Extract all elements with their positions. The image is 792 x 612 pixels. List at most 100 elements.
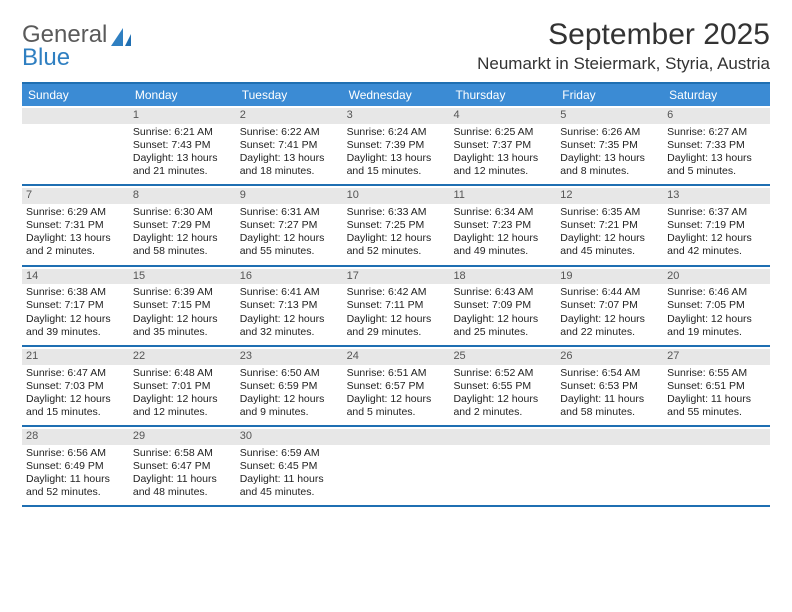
- day-info-line: and 15 minutes.: [347, 165, 446, 178]
- week-row: 1Sunrise: 6:21 AMSunset: 7:43 PMDaylight…: [22, 106, 770, 186]
- day-cell: 29Sunrise: 6:58 AMSunset: 6:47 PMDayligh…: [129, 427, 236, 505]
- day-info-line: Daylight: 13 hours: [26, 232, 125, 245]
- day-info-line: Daylight: 13 hours: [133, 152, 232, 165]
- day-info-line: Sunrise: 6:42 AM: [347, 286, 446, 299]
- day-info-line: Sunset: 6:49 PM: [26, 460, 125, 473]
- day-info-line: Sunset: 7:37 PM: [453, 139, 552, 152]
- day-number: 28: [22, 429, 129, 445]
- day-info-line: Sunrise: 6:48 AM: [133, 367, 232, 380]
- day-number: 29: [129, 429, 236, 445]
- day-cell: 16Sunrise: 6:41 AMSunset: 7:13 PMDayligh…: [236, 267, 343, 345]
- day-info-line: Sunrise: 6:46 AM: [667, 286, 766, 299]
- day-number: 1: [129, 108, 236, 124]
- day-cell: 26Sunrise: 6:54 AMSunset: 6:53 PMDayligh…: [556, 347, 663, 425]
- day-info-line: Daylight: 12 hours: [347, 232, 446, 245]
- day-info-line: Sunrise: 6:26 AM: [560, 126, 659, 139]
- day-info-line: Daylight: 13 hours: [240, 152, 339, 165]
- day-number: [343, 429, 450, 445]
- day-cell: [556, 427, 663, 505]
- day-info-line: Sunset: 6:51 PM: [667, 380, 766, 393]
- week-row: 7Sunrise: 6:29 AMSunset: 7:31 PMDaylight…: [22, 186, 770, 266]
- day-number: 26: [556, 349, 663, 365]
- day-cell: 22Sunrise: 6:48 AMSunset: 7:01 PMDayligh…: [129, 347, 236, 425]
- day-number: 16: [236, 269, 343, 285]
- day-info-line: Sunset: 7:31 PM: [26, 219, 125, 232]
- day-info-line: Daylight: 13 hours: [347, 152, 446, 165]
- day-cell: 28Sunrise: 6:56 AMSunset: 6:49 PMDayligh…: [22, 427, 129, 505]
- day-number: 9: [236, 188, 343, 204]
- day-number: 14: [22, 269, 129, 285]
- day-number: 19: [556, 269, 663, 285]
- day-info-line: Sunset: 7:19 PM: [667, 219, 766, 232]
- day-number: 7: [22, 188, 129, 204]
- calendar: SundayMondayTuesdayWednesdayThursdayFrid…: [22, 82, 770, 507]
- day-info-line: and 55 minutes.: [667, 406, 766, 419]
- week-row: 21Sunrise: 6:47 AMSunset: 7:03 PMDayligh…: [22, 347, 770, 427]
- day-info-line: Sunrise: 6:25 AM: [453, 126, 552, 139]
- day-info-line: Daylight: 13 hours: [453, 152, 552, 165]
- day-info-line: and 12 minutes.: [453, 165, 552, 178]
- day-cell: [22, 106, 129, 184]
- day-info-line: and 21 minutes.: [133, 165, 232, 178]
- day-cell: 19Sunrise: 6:44 AMSunset: 7:07 PMDayligh…: [556, 267, 663, 345]
- day-cell: 11Sunrise: 6:34 AMSunset: 7:23 PMDayligh…: [449, 186, 556, 264]
- day-cell: [343, 427, 450, 505]
- day-info-line: Sunset: 6:47 PM: [133, 460, 232, 473]
- day-info-line: and 8 minutes.: [560, 165, 659, 178]
- day-info-line: Sunset: 7:13 PM: [240, 299, 339, 312]
- day-info-line: Daylight: 13 hours: [560, 152, 659, 165]
- day-number: [663, 429, 770, 445]
- day-number: 10: [343, 188, 450, 204]
- day-info-line: and 29 minutes.: [347, 326, 446, 339]
- day-info-line: Daylight: 12 hours: [347, 313, 446, 326]
- day-info-line: Sunset: 7:33 PM: [667, 139, 766, 152]
- logo-word2: Blue: [22, 44, 70, 71]
- day-info-line: and 45 minutes.: [560, 245, 659, 258]
- day-info-line: Sunset: 6:45 PM: [240, 460, 339, 473]
- day-info-line: Daylight: 11 hours: [560, 393, 659, 406]
- day-header-cell: Wednesday: [343, 84, 450, 106]
- day-info-line: Sunrise: 6:55 AM: [667, 367, 766, 380]
- day-info-line: and 12 minutes.: [133, 406, 232, 419]
- day-info-line: Daylight: 12 hours: [453, 393, 552, 406]
- day-number: 25: [449, 349, 556, 365]
- day-info-line: Daylight: 11 hours: [667, 393, 766, 406]
- day-info-line: Daylight: 12 hours: [240, 232, 339, 245]
- day-info-line: Sunrise: 6:38 AM: [26, 286, 125, 299]
- day-info-line: and 2 minutes.: [453, 406, 552, 419]
- day-cell: 9Sunrise: 6:31 AMSunset: 7:27 PMDaylight…: [236, 186, 343, 264]
- day-info-line: Daylight: 12 hours: [133, 232, 232, 245]
- day-number: 5: [556, 108, 663, 124]
- day-cell: 13Sunrise: 6:37 AMSunset: 7:19 PMDayligh…: [663, 186, 770, 264]
- day-info-line: Daylight: 12 hours: [560, 232, 659, 245]
- day-info-line: Sunset: 7:27 PM: [240, 219, 339, 232]
- day-info-line: and 22 minutes.: [560, 326, 659, 339]
- day-info-line: Daylight: 12 hours: [26, 393, 125, 406]
- day-cell: 12Sunrise: 6:35 AMSunset: 7:21 PMDayligh…: [556, 186, 663, 264]
- day-info-line: Sunset: 7:17 PM: [26, 299, 125, 312]
- day-header-row: SundayMondayTuesdayWednesdayThursdayFrid…: [22, 84, 770, 106]
- day-number: 24: [343, 349, 450, 365]
- day-info-line: and 52 minutes.: [26, 486, 125, 499]
- day-number: 8: [129, 188, 236, 204]
- day-info-line: Sunset: 7:15 PM: [133, 299, 232, 312]
- day-info-line: and 19 minutes.: [667, 326, 766, 339]
- day-info-line: Sunset: 7:11 PM: [347, 299, 446, 312]
- day-number: 3: [343, 108, 450, 124]
- day-info-line: Sunrise: 6:44 AM: [560, 286, 659, 299]
- day-info-line: Sunset: 7:35 PM: [560, 139, 659, 152]
- day-info-line: Daylight: 12 hours: [667, 313, 766, 326]
- day-info-line: Daylight: 11 hours: [133, 473, 232, 486]
- day-header-cell: Saturday: [663, 84, 770, 106]
- day-info-line: Daylight: 12 hours: [667, 232, 766, 245]
- day-header-cell: Thursday: [449, 84, 556, 106]
- day-number: 17: [343, 269, 450, 285]
- day-info-line: and 5 minutes.: [667, 165, 766, 178]
- month-title: September 2025: [477, 18, 770, 52]
- day-cell: 21Sunrise: 6:47 AMSunset: 7:03 PMDayligh…: [22, 347, 129, 425]
- day-info-line: Sunset: 7:25 PM: [347, 219, 446, 232]
- day-info-line: and 5 minutes.: [347, 406, 446, 419]
- day-cell: 20Sunrise: 6:46 AMSunset: 7:05 PMDayligh…: [663, 267, 770, 345]
- day-cell: [663, 427, 770, 505]
- day-cell: [449, 427, 556, 505]
